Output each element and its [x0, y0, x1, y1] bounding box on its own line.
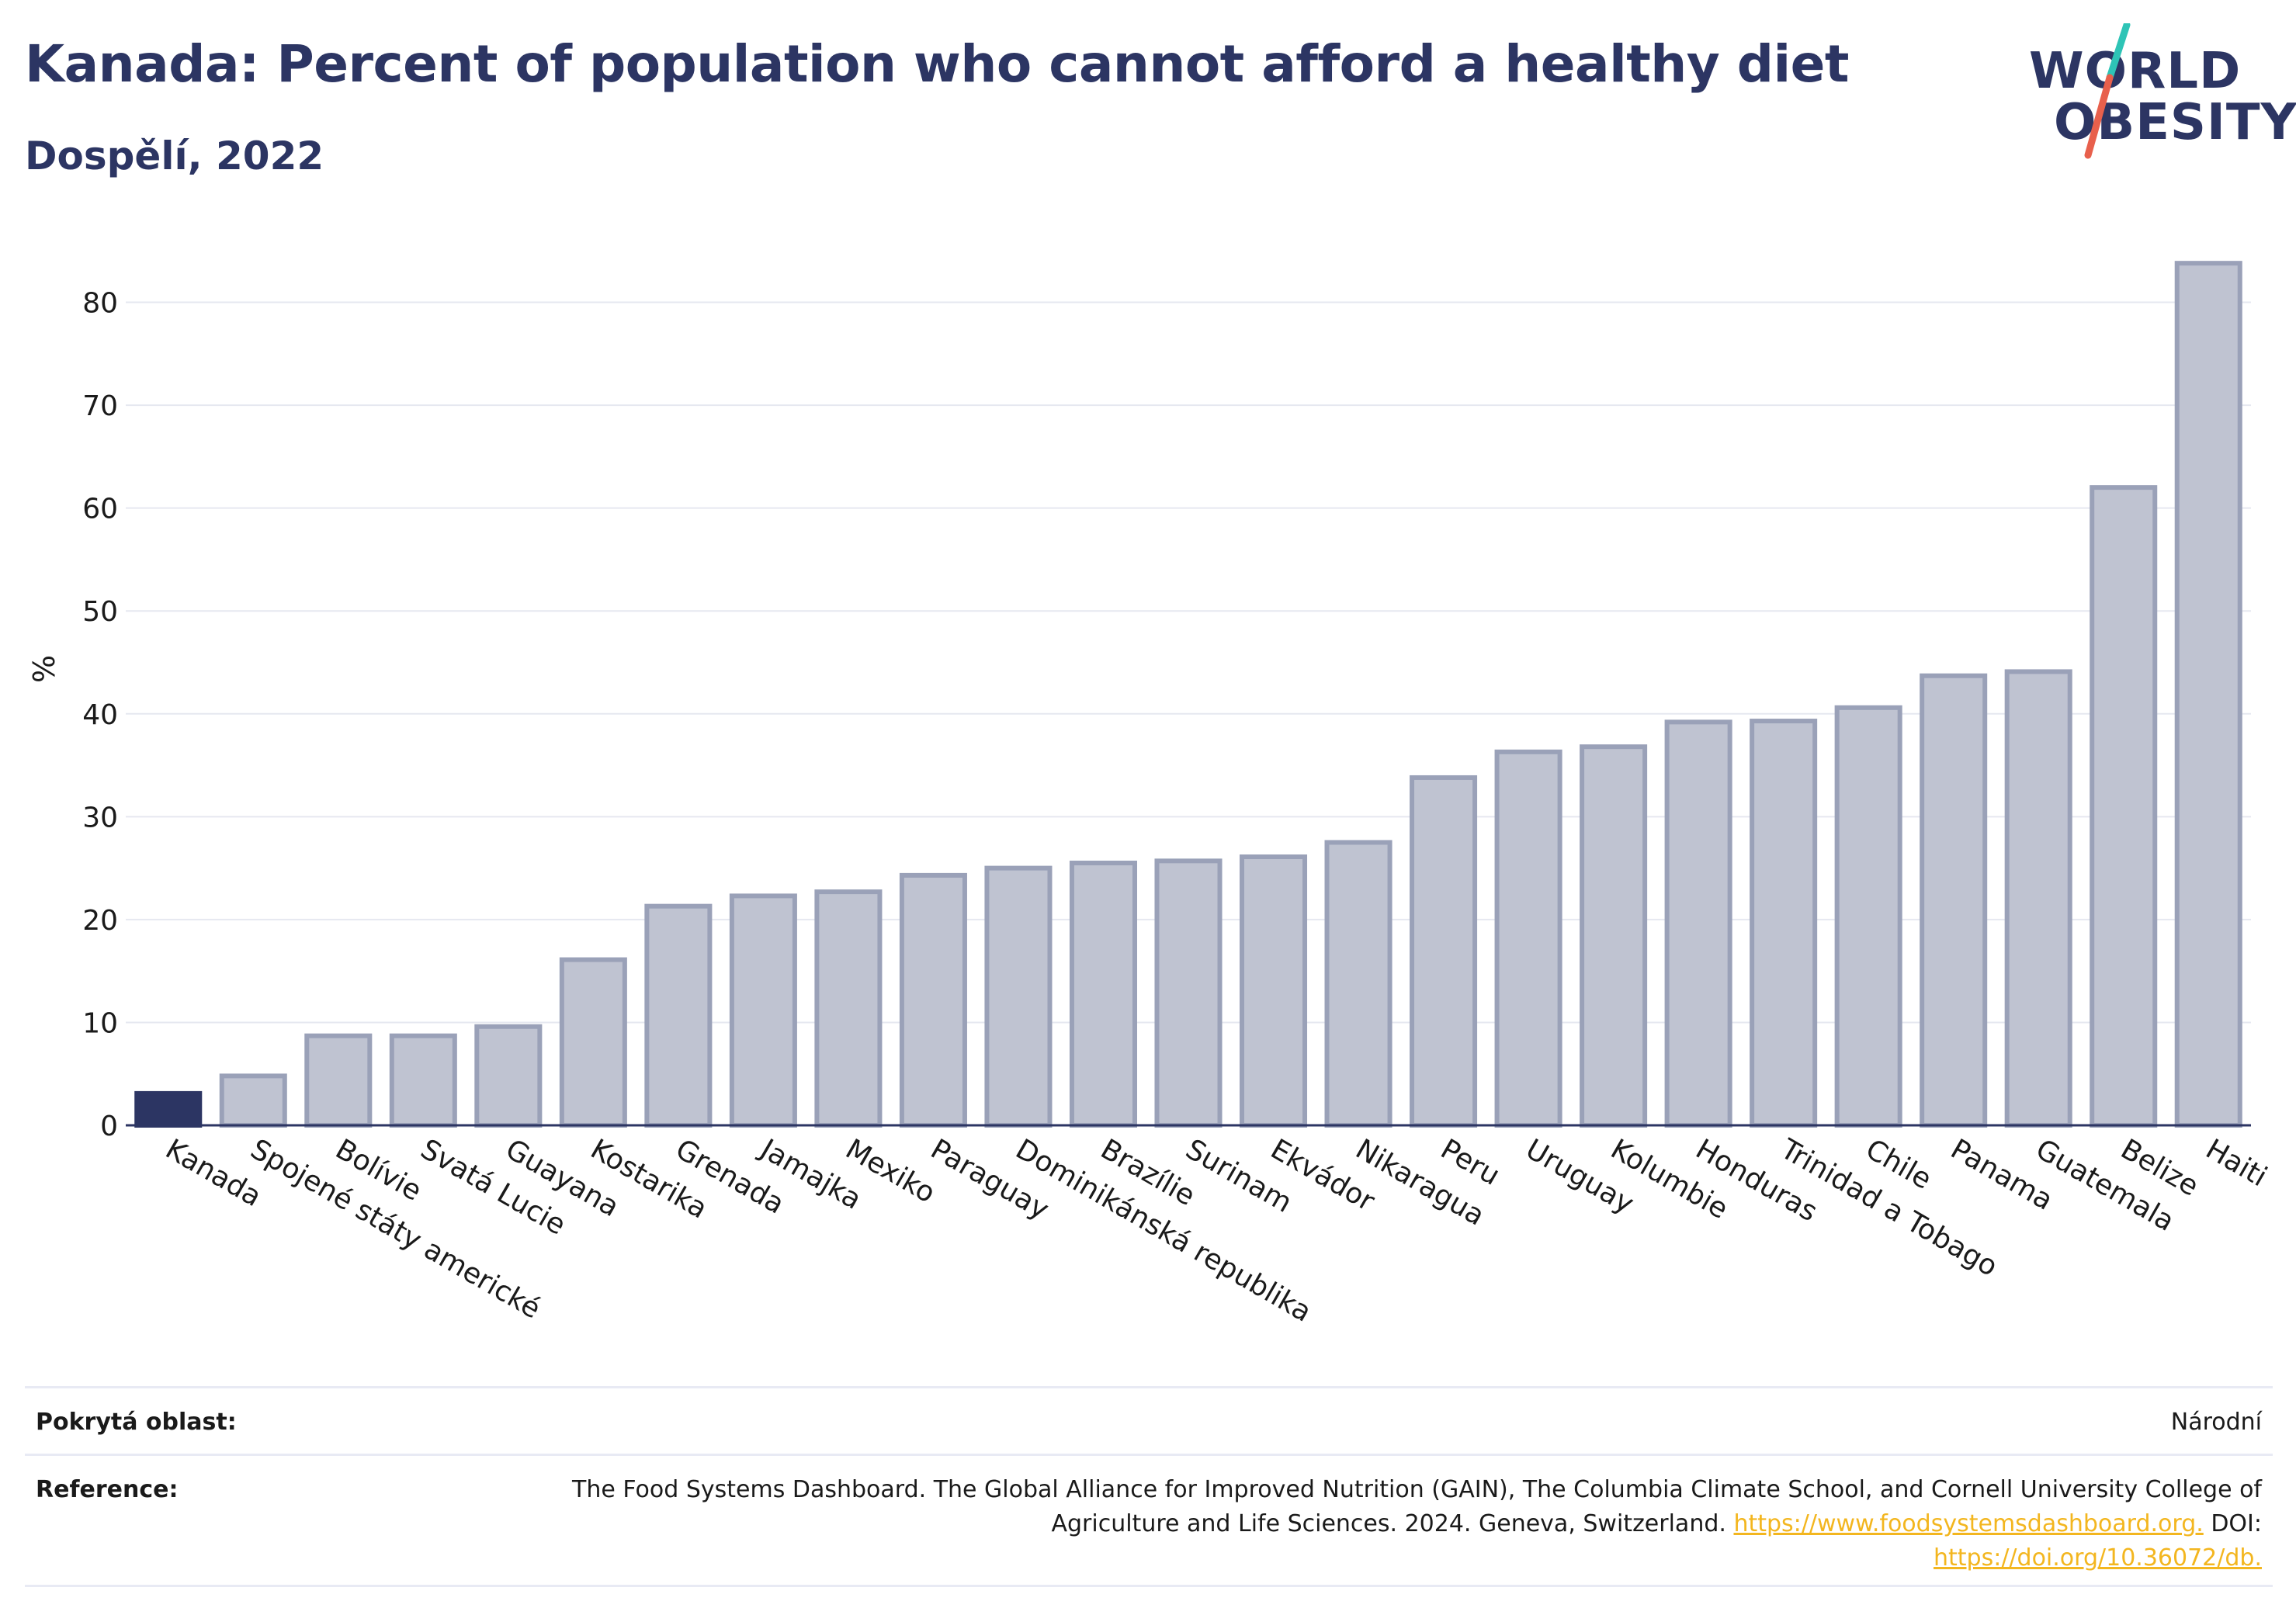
bar-22 — [2004, 669, 2072, 1128]
bar-10 — [984, 865, 1053, 1128]
bar-17 — [1580, 744, 1648, 1128]
doi-link[interactable]: https://doi.org/10.36072/db. — [1934, 1544, 2262, 1572]
x-tick-label: Haiti — [2201, 1133, 2273, 1193]
bar-2 — [304, 1033, 373, 1128]
doi-label: DOI: — [2211, 1510, 2262, 1537]
y-tick-label: 40 — [82, 699, 118, 731]
y-tick-label: 70 — [82, 390, 118, 422]
y-tick-label: 10 — [82, 1007, 118, 1039]
bar-3 — [389, 1033, 457, 1128]
y-tick-label: 30 — [82, 802, 118, 834]
x-tick-label: Kanada — [160, 1133, 266, 1213]
reference-label: Reference: — [36, 1476, 179, 1503]
y-tick-label: 50 — [82, 596, 118, 628]
bar-12 — [1154, 858, 1223, 1128]
bar-9 — [899, 872, 967, 1128]
y-tick-label: 20 — [82, 905, 118, 937]
logo-line-1: WORLD — [2029, 43, 2242, 100]
reference-text-block: The Food Systems Dashboard. The Global A… — [477, 1473, 2262, 1575]
footer: Pokrytá oblast: Národní Reference: The F… — [25, 1386, 2273, 1587]
bar-16 — [1494, 749, 1562, 1128]
coverage-value: Národní — [2170, 1409, 2262, 1436]
bar-5 — [559, 957, 627, 1128]
bar-14 — [1324, 840, 1393, 1128]
y-tick-label: 0 — [100, 1111, 118, 1142]
logo-slash-icon — [2084, 23, 2131, 159]
bar-24 — [2174, 261, 2242, 1128]
bar-11 — [1069, 860, 1138, 1128]
coverage-row: Pokrytá oblast: Národní — [25, 1386, 2273, 1454]
bar-0 — [134, 1090, 203, 1128]
bar-4 — [474, 1024, 543, 1128]
bar-1 — [219, 1073, 287, 1128]
y-tick-label: 80 — [82, 288, 118, 320]
reference-link[interactable]: https://www.foodsystemsdashboard.org. — [1733, 1510, 2204, 1537]
bar-15 — [1410, 775, 1478, 1128]
chart-subtitle: Dospělí, 2022 — [25, 133, 324, 178]
coverage-label: Pokrytá oblast: — [36, 1409, 237, 1436]
y-tick-label: 60 — [82, 494, 118, 525]
bar-19 — [1750, 719, 1818, 1128]
bar-21 — [1920, 673, 1988, 1128]
reference-row: Reference: The Food Systems Dashboard. T… — [25, 1454, 2273, 1587]
bar-23 — [2090, 485, 2158, 1128]
bar-8 — [814, 889, 883, 1128]
bars — [134, 261, 2242, 1128]
chart-title: Kanada: Percent of population who cannot… — [25, 34, 1849, 94]
bar-20 — [1834, 705, 1902, 1128]
world-obesity-logo: WORLD OBESITY — [2026, 23, 2296, 163]
y-axis-ticks: 0 10 20 30 40 50 60 70 80 — [82, 288, 118, 1142]
bar-13 — [1239, 854, 1308, 1128]
bar-18 — [1664, 719, 1732, 1128]
bar-6 — [644, 903, 713, 1128]
y-axis-label: % — [27, 655, 61, 683]
bar-7 — [729, 893, 797, 1128]
reference-text: The Food Systems Dashboard. The Global A… — [572, 1476, 2262, 1537]
